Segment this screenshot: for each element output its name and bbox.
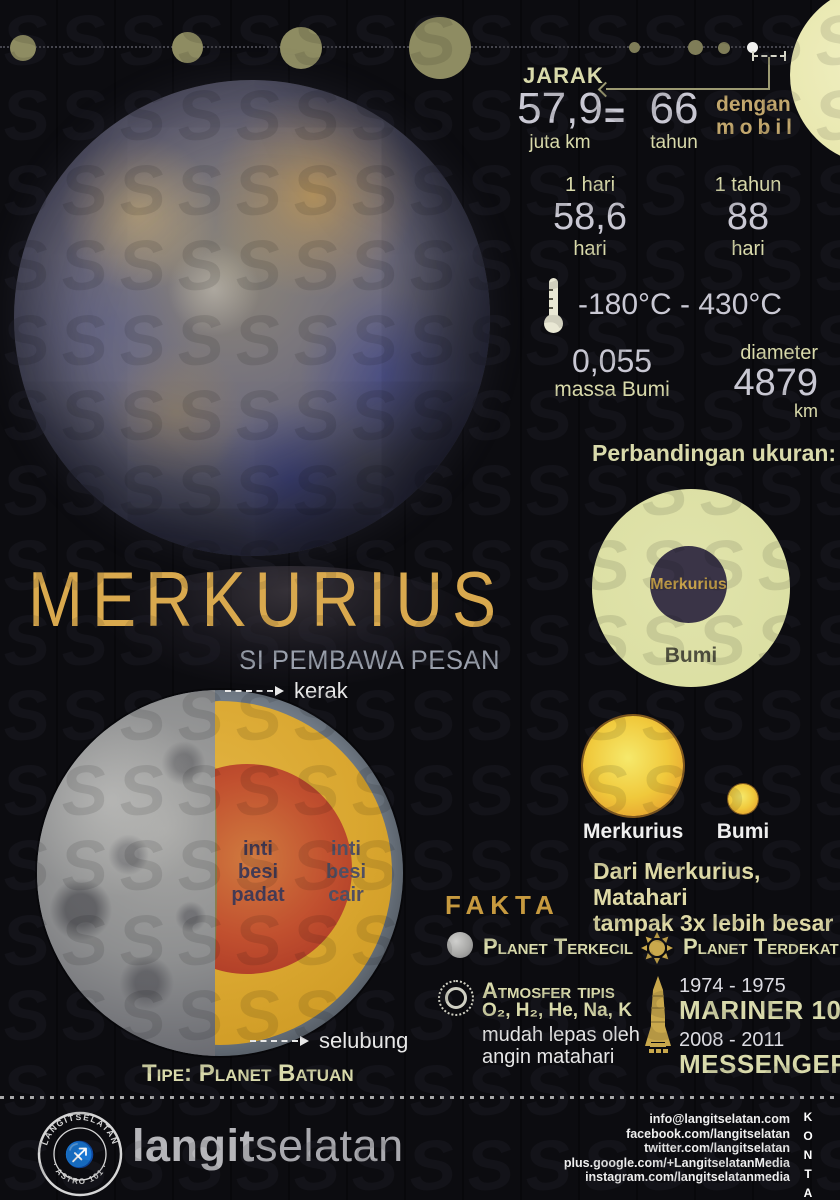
- footer-divider: [0, 1096, 840, 1099]
- planet-dot-5: [629, 42, 640, 53]
- arrow-right-icon: [300, 1036, 309, 1046]
- page-title: MERKURIUS: [28, 555, 506, 643]
- dashed-pointer-line: [225, 690, 273, 692]
- by-car-line1: dengan: [716, 93, 791, 116]
- planet-dot-6: [688, 40, 703, 55]
- atmosphere-note-line2: angin matahari: [482, 1046, 615, 1068]
- missions-list: 1974 - 1975 MARINER 10 2008 - 2011 MESSE…: [679, 976, 840, 1078]
- smallest-planet-fact: Planet Terkecil: [483, 934, 634, 959]
- revolution-label: 1 tahun: [714, 174, 782, 196]
- revolution-unit: hari: [731, 238, 765, 260]
- car-time-unit: tahun: [650, 132, 698, 153]
- solid-core-label: inti besi padat: [231, 838, 285, 906]
- atmosphere-note-line1: mudah lepas oleh: [482, 1024, 640, 1046]
- thermometer-bulb-icon: [544, 314, 563, 333]
- brand-bold: langit: [132, 1120, 255, 1171]
- sun-from-earth-label: Bumi: [716, 820, 770, 843]
- connector-line-vertical: [768, 57, 770, 90]
- distance-value: 57,9: [517, 84, 603, 133]
- rocket-icon: [645, 976, 671, 1053]
- distance-value-group: 57,9 juta km: [503, 84, 617, 154]
- mission-name: MESSENGER: [679, 1049, 840, 1079]
- mercury-surface-texture: [37, 690, 215, 1056]
- mission-name: MARINER 10: [679, 995, 840, 1025]
- mercury-planet-image: [14, 80, 490, 556]
- contact-facebook: facebook.com/langitselatan: [626, 1126, 790, 1141]
- planet-dot-3: [280, 27, 322, 69]
- revolution-value: 88: [726, 196, 770, 238]
- atmosphere-elements: O₂, H₂, He, Na, K: [482, 1000, 632, 1021]
- page-subtitle: SI PEMBAWA PESAN: [239, 645, 500, 675]
- mass-value: 0,055: [571, 343, 653, 379]
- mercury-size-label: Merkurius: [650, 575, 727, 593]
- atmosphere-ring-icon: [445, 987, 467, 1009]
- diameter-unit: km: [794, 401, 818, 421]
- facts-heading: FAKTA: [445, 890, 560, 920]
- revolution-stat: 1 tahun 88 hari: [693, 174, 803, 260]
- mission-years: 1974 - 1975: [679, 975, 786, 997]
- equals-sign: =: [604, 94, 626, 135]
- sun-from-earth-circle: [728, 784, 758, 814]
- car-time-value: 66: [649, 84, 699, 133]
- rotation-value: 58,6: [553, 196, 627, 238]
- size-comparison-heading: Perbandingan ukuran:: [592, 440, 837, 466]
- planet-dot-2: [172, 32, 203, 63]
- rotation-stat: 1 hari 58,6 hari: [535, 174, 645, 260]
- contact-list: info@langitselatan.com facebook.com/lang…: [470, 1112, 790, 1185]
- temperature-range: -180°C - 430°C: [578, 288, 783, 321]
- small-planet-icon: [447, 932, 473, 958]
- contact-email: info@langitselatan.com: [649, 1112, 790, 1126]
- mass-stat: 0,055 massa Bumi: [553, 344, 671, 402]
- sun-view-caption-line1: Dari Merkurius, Matahari: [593, 858, 761, 910]
- by-car-label: dengan mobil: [716, 93, 797, 139]
- mantle-callout: selubung: [250, 1028, 408, 1054]
- brand-light: selatan: [255, 1120, 404, 1171]
- earth-size-label: Bumi: [664, 644, 718, 667]
- rotation-unit: hari: [573, 238, 607, 260]
- planet-dot-7: [718, 42, 730, 54]
- sun-from-mercury-circle: [583, 716, 683, 816]
- sun-from-mercury-label: Merkurius: [583, 820, 684, 843]
- cutaway-surface-half: [37, 690, 215, 1056]
- brand-wordmark: langitselatan: [132, 1120, 404, 1172]
- sun-view-caption: Dari Merkurius, Matahari tampak 3x lebih…: [593, 858, 840, 936]
- by-car-line2: mobil: [716, 116, 797, 139]
- planet-dot-4: [409, 17, 471, 79]
- atmosphere-note: mudah lepas oleh angin matahari: [482, 1024, 640, 1068]
- planet-dot-1: [10, 35, 36, 61]
- contact-googleplus: plus.google.com/+LangitselatanMedia: [563, 1155, 790, 1170]
- planet-type-label: Tipe: Planet Batuan: [142, 1060, 354, 1087]
- diameter-label: diameter: [740, 342, 818, 364]
- langitselatan-stamp-logo: LANGITSELATAN · ASTRO 101 · ♐: [37, 1111, 123, 1197]
- sun-icon: [641, 932, 673, 964]
- diameter-stat: diameter 4879 km: [700, 342, 818, 420]
- mantle-label: selubung: [319, 1028, 409, 1053]
- sun-view-caption-line2: tampak 3x lebih besar: [593, 910, 834, 936]
- distance-unit: juta km: [529, 132, 591, 153]
- contact-twitter: twitter.com/langitselatan: [644, 1141, 790, 1156]
- closest-planet-fact: Planet Terdekat: [683, 934, 839, 959]
- car-time-group: 66 tahun: [638, 84, 710, 154]
- crust-callout: kerak: [225, 678, 348, 704]
- mercury-size-circle: Merkurius: [650, 546, 727, 623]
- arrow-right-icon: [275, 686, 284, 696]
- mass-label: massa Bumi: [554, 378, 670, 401]
- liquid-core-label: inti besi cair: [325, 838, 367, 906]
- mission-years: 2008 - 2011: [679, 1029, 785, 1051]
- contact-instagram: instagram.com/langitselatanmedia: [585, 1170, 790, 1185]
- kontak-vertical-label: KONTAK: [801, 1110, 815, 1200]
- sagittarius-icon: ♐: [64, 1140, 95, 1169]
- dashed-pointer-line: [250, 1040, 298, 1042]
- crust-label: kerak: [294, 678, 348, 703]
- rotation-label: 1 hari: [564, 174, 616, 196]
- diameter-value: 4879: [733, 362, 818, 404]
